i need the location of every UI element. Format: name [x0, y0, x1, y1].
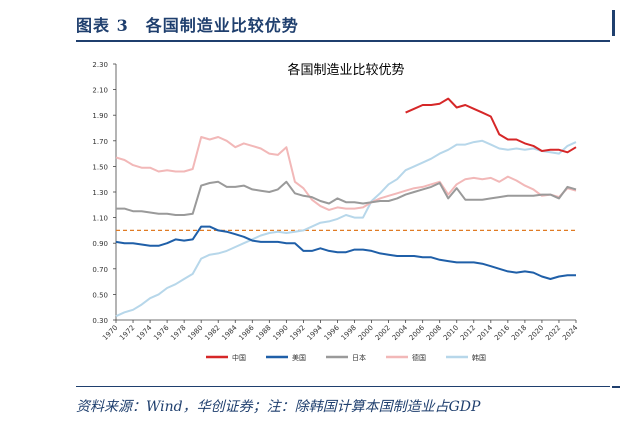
x-tick-label: 1992	[289, 324, 307, 342]
chart-title: 各国制造业比较优势	[287, 62, 404, 78]
x-tick-label: 2018	[510, 324, 528, 342]
x-tick-label: 2004	[391, 323, 410, 342]
figure-title: 图表 3 各国制造业比较优势	[76, 16, 299, 35]
y-tick-label: 1.30	[92, 189, 108, 197]
x-tick-label: 2016	[493, 323, 512, 342]
x-tick-label: 1970	[101, 324, 119, 342]
x-tick-label: 1976	[152, 323, 171, 342]
adjacent-figure-rule	[612, 386, 620, 388]
legend: 中国 美国 日本 德国 韩国	[206, 353, 486, 362]
legend-label: 日本	[352, 353, 366, 362]
x-tick-label: 1972	[118, 324, 136, 342]
y-tick-label: 1.50	[92, 163, 108, 171]
axes: 2.30 2.10 1.90 1.70 1.50 1.30 1.10 0.90 0.70 0.50…	[92, 61, 579, 342]
legend-label: 德国	[412, 353, 426, 362]
x-tick-label: 1986	[237, 323, 256, 342]
series-line-韩国	[115, 139, 577, 318]
series-line-德国	[115, 136, 577, 211]
series-line-中国	[405, 97, 577, 154]
line-chart: 各国制造业比较优势 2.30 2.10 1.90 1.70 1.50 1.30 1.10 0.…	[92, 61, 579, 362]
x-tick-label: 1998	[340, 324, 358, 342]
title-rule	[76, 40, 610, 42]
x-tick-label: 1984	[220, 323, 239, 342]
x-tick-label: 2024	[561, 323, 580, 342]
x-tick-label: 2020	[527, 324, 545, 342]
x-tick-label: 2000	[357, 324, 375, 342]
legend-label: 韩国	[472, 353, 486, 362]
y-tick-label: 0.30	[92, 317, 108, 325]
y-tick-label: 1.70	[92, 138, 108, 146]
x-tick-label: 1982	[203, 324, 221, 342]
y-tick-label: 0.90	[92, 240, 108, 248]
x-tick-label: 2008	[425, 324, 443, 342]
series-lines	[115, 97, 577, 318]
y-tick-label: 0.70	[92, 266, 108, 274]
y-tick-label: 2.30	[92, 61, 108, 69]
y-tick-label: 2.10	[92, 87, 108, 95]
y-tick-label: 1.90	[92, 112, 108, 120]
y-tick-label: 1.10	[92, 215, 108, 223]
x-tick-label: 1974	[135, 323, 154, 342]
x-tick-label: 1978	[169, 324, 187, 342]
x-tick-label: 1994	[306, 323, 325, 342]
y-tick-label: 0.50	[92, 291, 108, 299]
x-tick-label: 2014	[476, 323, 495, 342]
source-rule	[76, 386, 610, 387]
series-line-美国	[115, 225, 576, 280]
x-tick-label: 1990	[272, 324, 290, 342]
adjacent-figure-edge	[612, 10, 620, 36]
legend-label: 中国	[232, 353, 246, 362]
series-line-日本	[116, 180, 577, 216]
x-tick-label: 2006	[408, 323, 427, 342]
x-tick-label: 2002	[374, 324, 392, 342]
x-tick-label: 2010	[442, 324, 460, 342]
x-tick-label: 1980	[186, 324, 204, 342]
x-tick-label: 1996	[323, 323, 342, 342]
x-tick-label: 2012	[459, 324, 477, 342]
source-note: 资料来源：Wind，华创证券；注：除韩国计算本国制造业占GDP	[76, 399, 481, 415]
legend-label: 美国	[292, 353, 306, 362]
x-tick-label: 1988	[254, 324, 272, 342]
x-tick-label: 2022	[544, 324, 562, 342]
